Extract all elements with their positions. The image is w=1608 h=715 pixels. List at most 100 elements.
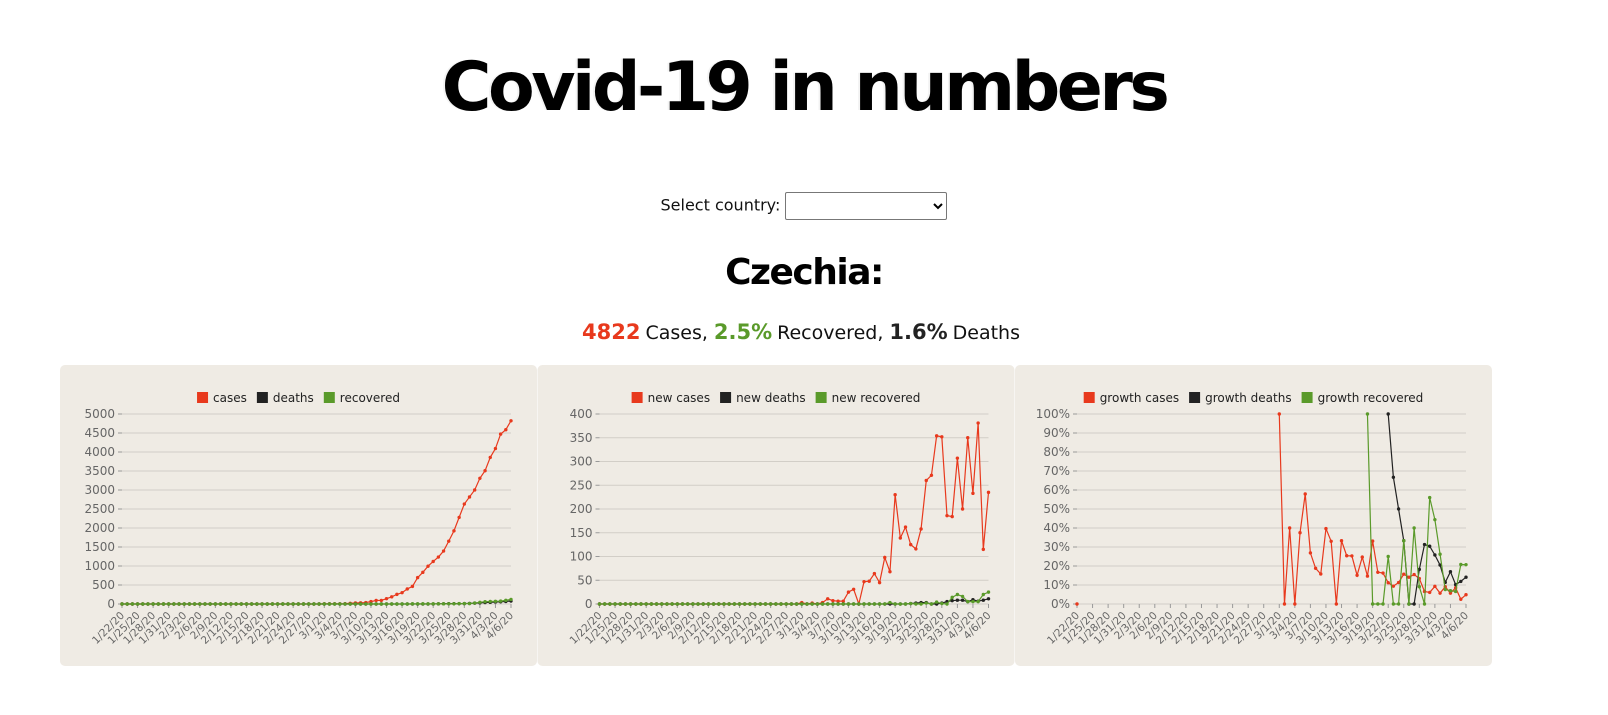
- data-point: [187, 602, 192, 606]
- data-point: [877, 602, 882, 606]
- legend-label: new recovered: [832, 391, 921, 405]
- data-point: [779, 602, 783, 606]
- data-point: [929, 602, 934, 606]
- data-point: [281, 602, 285, 606]
- data-point: [1370, 602, 1375, 606]
- data-point: [1433, 517, 1437, 522]
- data-point: [1422, 602, 1427, 606]
- data-point: [1407, 575, 1411, 579]
- data-point: [701, 602, 705, 606]
- data-point: [1277, 412, 1281, 416]
- y-tick-label: 1500: [84, 540, 115, 554]
- select-label: Select country:: [660, 195, 781, 215]
- data-point: [239, 602, 243, 606]
- data-point: [1293, 602, 1297, 606]
- data-point: [960, 594, 965, 599]
- data-point: [945, 602, 949, 606]
- data-point: [919, 602, 923, 606]
- data-point: [498, 599, 503, 603]
- y-tick-label: 350: [570, 431, 593, 445]
- data-point: [141, 602, 145, 606]
- data-point: [1381, 571, 1385, 575]
- data-point: [312, 602, 316, 606]
- data-point: [774, 602, 778, 606]
- data-point: [872, 571, 877, 576]
- data-point: [410, 584, 415, 589]
- data-point: [208, 602, 212, 606]
- data-point: [213, 602, 218, 606]
- summary: 4822 Cases, 2.5% Recovered, 1.6% Deaths: [0, 320, 1608, 344]
- data-point: [275, 602, 280, 606]
- data-point: [1443, 587, 1447, 592]
- data-point: [955, 456, 960, 460]
- data-point: [649, 602, 654, 606]
- data-point: [706, 602, 711, 606]
- data-point: [426, 602, 430, 606]
- data-point: [1075, 602, 1079, 606]
- data-point: [1376, 602, 1380, 606]
- data-point: [831, 602, 835, 606]
- data-point: [441, 602, 446, 606]
- data-point: [1459, 562, 1463, 567]
- data-point: [125, 602, 129, 606]
- deaths-value: 1.6%: [889, 320, 948, 344]
- data-point: [462, 601, 467, 606]
- data-point: [1412, 602, 1416, 606]
- data-point: [841, 599, 845, 603]
- data-point: [379, 602, 384, 606]
- data-point: [924, 478, 928, 483]
- data-point: [509, 419, 513, 423]
- legend-swatch: [197, 392, 209, 403]
- legend-label: deaths: [273, 391, 314, 405]
- data-point: [1438, 563, 1442, 567]
- data-point: [1464, 575, 1468, 579]
- y-tick-label: 0: [107, 597, 115, 611]
- data-point: [732, 602, 737, 606]
- data-point: [296, 602, 301, 606]
- data-point: [836, 599, 840, 603]
- data-point: [909, 542, 913, 547]
- data-point: [883, 602, 887, 606]
- data-point: [488, 455, 492, 460]
- data-point: [405, 602, 409, 606]
- data-point: [1433, 553, 1437, 557]
- data-point: [1282, 602, 1287, 606]
- data-point: [343, 602, 347, 606]
- data-point: [1459, 579, 1463, 584]
- y-tick-label: 2000: [84, 521, 115, 535]
- data-point: [955, 598, 960, 602]
- y-tick-label: 4500: [84, 426, 115, 440]
- data-point: [851, 602, 856, 606]
- data-point: [717, 602, 721, 606]
- data-point: [151, 602, 155, 606]
- y-tick-label: 4000: [84, 445, 115, 459]
- data-point: [893, 602, 897, 606]
- data-point: [685, 602, 690, 606]
- data-point: [1402, 539, 1406, 543]
- data-point: [322, 602, 326, 606]
- data-point: [851, 587, 856, 591]
- data-point: [265, 602, 269, 606]
- data-point: [198, 602, 202, 606]
- data-point: [1386, 554, 1390, 559]
- data-point: [509, 597, 513, 602]
- y-tick-label: 50: [577, 573, 592, 587]
- data-point: [1448, 591, 1453, 595]
- data-point: [146, 602, 150, 606]
- data-point: [602, 602, 607, 606]
- chart-panel: [537, 365, 1015, 666]
- data-point: [467, 495, 472, 499]
- data-point: [348, 602, 352, 606]
- data-point: [857, 602, 861, 606]
- y-tick-label: 500: [92, 578, 115, 592]
- legend-swatch: [1301, 392, 1313, 403]
- data-point: [249, 602, 254, 606]
- data-point: [675, 602, 679, 606]
- data-point: [1319, 572, 1323, 576]
- y-tick-label: 90%: [1043, 426, 1070, 440]
- data-point: [1433, 584, 1437, 589]
- data-point: [1464, 592, 1468, 597]
- data-point: [384, 602, 389, 606]
- data-point: [390, 602, 394, 606]
- country-select[interactable]: [785, 192, 948, 220]
